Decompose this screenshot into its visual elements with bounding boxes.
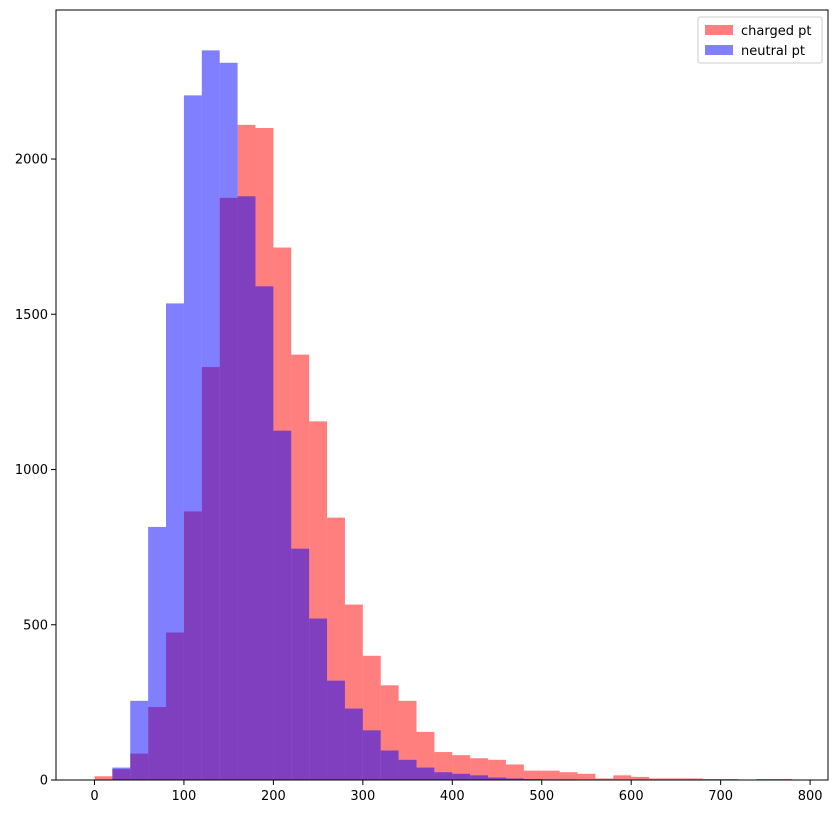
histogram-bar bbox=[470, 758, 489, 780]
x-tick-label: 500 bbox=[529, 789, 554, 804]
series-neutral-pt bbox=[112, 50, 632, 781]
histogram-bar bbox=[523, 770, 542, 780]
y-axis: 0 500 1000 1500 2000 bbox=[15, 153, 56, 789]
x-tick-label: 100 bbox=[172, 789, 197, 804]
x-tick-label: 700 bbox=[708, 789, 733, 804]
histogram-bar bbox=[255, 286, 274, 780]
y-tick-label: 500 bbox=[23, 618, 48, 633]
histogram-bar bbox=[631, 776, 650, 780]
legend-label-charged-pt: charged pt bbox=[741, 24, 811, 39]
histogram-bar bbox=[649, 778, 667, 780]
histogram-bar bbox=[488, 777, 506, 780]
histogram-bar bbox=[380, 750, 399, 780]
histogram-bar bbox=[362, 730, 381, 780]
legend-label-neutral-pt: neutral pt bbox=[741, 44, 805, 59]
histogram-bar bbox=[541, 770, 560, 780]
histogram-bar bbox=[130, 700, 149, 780]
histogram-bar bbox=[452, 773, 471, 780]
y-tick-label: 2000 bbox=[15, 153, 48, 168]
histogram-bar bbox=[577, 773, 596, 780]
series-layer bbox=[94, 50, 793, 781]
histogram-bar bbox=[666, 778, 685, 780]
x-axis: 0 100 200 300 400 500 600 700 800 bbox=[90, 780, 823, 804]
histogram-bar bbox=[219, 62, 238, 781]
histogram-bar bbox=[505, 764, 524, 780]
y-tick-label: 1500 bbox=[15, 308, 48, 323]
histogram-bar bbox=[148, 526, 167, 780]
x-tick-label: 300 bbox=[350, 789, 375, 804]
histogram-bar bbox=[201, 50, 220, 780]
axes-frame bbox=[55, 9, 829, 781]
histogram-bar bbox=[684, 778, 703, 780]
histogram-bar bbox=[398, 759, 417, 780]
histogram-bar bbox=[273, 430, 292, 780]
y-tick-label: 0 bbox=[40, 774, 48, 789]
x-tick-label: 800 bbox=[798, 789, 823, 804]
histogram-bar bbox=[488, 759, 506, 780]
legend-swatch-charged-pt bbox=[705, 25, 733, 35]
histogram-bar bbox=[166, 303, 184, 780]
histogram-bar bbox=[327, 680, 345, 780]
histogram-bar bbox=[344, 708, 363, 780]
legend: charged pt neutral pt bbox=[697, 16, 823, 64]
histogram-bar bbox=[613, 775, 632, 780]
x-tick-label: 600 bbox=[619, 789, 644, 804]
histogram-bar bbox=[434, 772, 453, 780]
x-tick-label: 400 bbox=[440, 789, 465, 804]
histogram-bar bbox=[470, 775, 489, 780]
histogram-bar bbox=[183, 95, 202, 781]
x-tick-label: 0 bbox=[90, 789, 98, 804]
x-tick-label: 200 bbox=[261, 789, 286, 804]
histogram-bar bbox=[112, 767, 131, 780]
histogram-bar bbox=[559, 772, 578, 780]
histogram-bar bbox=[505, 778, 524, 780]
y-tick-label: 1000 bbox=[15, 463, 48, 478]
histogram-bar bbox=[416, 767, 435, 780]
histogram-bar bbox=[237, 196, 256, 780]
histogram-bar bbox=[94, 776, 113, 780]
histogram-bar bbox=[291, 548, 310, 780]
histogram-bar bbox=[595, 778, 614, 780]
histogram-bar bbox=[309, 618, 328, 780]
legend-swatch-neutral-pt bbox=[705, 45, 733, 55]
